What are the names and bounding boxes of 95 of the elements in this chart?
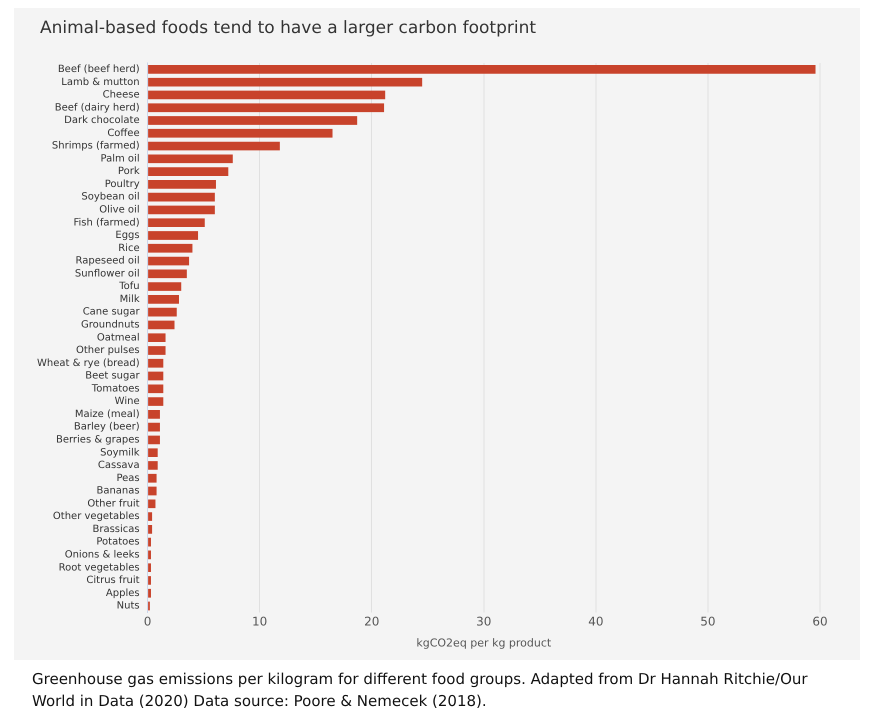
y-tick-label: Wine — [114, 396, 140, 408]
y-tick-label: Other pulses — [76, 345, 140, 356]
bar — [148, 282, 182, 291]
y-tick-label: Pork — [118, 166, 140, 178]
bar — [148, 256, 190, 266]
bar — [148, 192, 215, 202]
bar — [148, 180, 216, 189]
x-tick-label: 40 — [588, 614, 604, 629]
y-tick-label: Apples — [106, 588, 140, 599]
x-axis-title: kgCO2eq per kg product — [416, 636, 552, 650]
y-tick-label: Groundnuts — [81, 320, 140, 331]
y-tick-label: Beet sugar — [85, 370, 140, 382]
y-tick-label: Eggs — [115, 230, 140, 242]
bar — [148, 410, 160, 419]
bar — [148, 78, 422, 87]
y-tick-label: Soybean oil — [81, 192, 140, 203]
bar — [148, 346, 166, 355]
y-tick-label: Sunflower oil — [74, 268, 140, 280]
y-tick-label: Lamb & mutton — [61, 76, 140, 88]
y-tick-label: Onions & leeks — [64, 550, 140, 560]
bar — [148, 436, 160, 444]
bar — [148, 333, 166, 342]
bar — [148, 295, 179, 304]
y-tick-label: Soymilk — [100, 447, 140, 458]
y-tick-label: Maize (meal) — [74, 408, 140, 420]
bar — [148, 167, 228, 176]
y-tick-label: Citrus fruit — [86, 575, 140, 586]
bar — [148, 90, 386, 100]
bar — [148, 397, 164, 406]
bar — [148, 206, 215, 214]
text: Greenhouse gas emissions per kilogram for different food groups. Adapted from Dr Hannah Ritchie/Our World in Data (2020) Data source: Poore & Nemecek (2018). — [32, 669, 809, 712]
y-tick-label: Berries & grapes — [56, 434, 140, 446]
bar — [148, 576, 151, 585]
y-tick-label: Other vegetables — [52, 511, 140, 522]
bar — [148, 244, 192, 253]
x-tick-label: 30 — [476, 614, 492, 629]
bar — [148, 358, 164, 368]
y-tick-label: Wheat & rye (bread) — [36, 358, 140, 369]
y-tick-label: Cheese — [102, 90, 140, 101]
bar — [148, 384, 164, 394]
y-tick-label: Brassicas — [92, 524, 140, 535]
bar — [148, 474, 157, 483]
bar — [148, 538, 151, 546]
bar — [148, 461, 158, 470]
x-tick-label: 50 — [700, 614, 716, 629]
y-tick-label: Dark chocolate — [64, 115, 140, 126]
bar — [148, 218, 205, 228]
bar — [148, 142, 280, 150]
y-tick-label: Nuts — [116, 600, 140, 612]
bar — [148, 154, 233, 164]
bar — [148, 563, 151, 572]
bar — [148, 128, 333, 138]
bar — [148, 588, 151, 598]
y-tick-label: Poultry — [104, 178, 140, 190]
bar — [148, 550, 151, 560]
y-tick-label: Beef (dairy herd) — [54, 102, 140, 114]
y-tick-label: Fish (farmed) — [73, 217, 140, 228]
bar — [148, 65, 816, 74]
y-tick-label: Milk — [120, 294, 140, 305]
y-tick-label: Barley (beer) — [74, 422, 140, 433]
y-tick-label: Oatmeal — [96, 332, 140, 344]
bar — [148, 448, 158, 458]
y-tick-label: Tofu — [118, 281, 140, 292]
y-tick-label: Rapeseed oil — [76, 256, 140, 267]
y-tick-label: Root vegetables — [58, 562, 140, 574]
y-tick-label: Cassava — [98, 460, 140, 472]
x-tick-label: 20 — [364, 614, 380, 629]
y-tick-label: Tomatoes — [90, 383, 140, 394]
x-tick-label: 10 — [252, 614, 268, 629]
bar — [148, 320, 175, 330]
y-tick-label: Rice — [118, 242, 140, 254]
bar — [148, 103, 384, 112]
chart-title: Animal-based foods tend to have a larger carbon footprint — [40, 18, 536, 38]
y-tick-label: Palm oil — [100, 153, 140, 164]
bar — [148, 231, 198, 240]
bar — [148, 499, 156, 508]
y-tick-label: Coffee — [107, 128, 140, 139]
y-tick-label: Cane sugar — [82, 306, 140, 318]
y-tick-label: Beef (beef herd) — [58, 64, 140, 75]
y-tick-label: Olive oil — [99, 204, 140, 216]
y-tick-label: Peas — [116, 472, 140, 484]
y-tick-label: Other fruit — [87, 498, 140, 510]
bar — [148, 116, 358, 125]
bar — [148, 525, 152, 534]
bar — [148, 486, 157, 496]
y-tick-label: Bananas — [96, 486, 140, 497]
y-tick-label: Shrimps (farmed) — [52, 140, 140, 152]
bar — [148, 512, 152, 521]
x-tick-label: 60 — [812, 614, 828, 629]
bar — [148, 308, 177, 316]
bar — [148, 422, 160, 432]
bar — [148, 372, 164, 380]
bar — [148, 269, 187, 278]
x-tick-label: 0 — [144, 614, 152, 629]
y-tick-label: Potatoes — [96, 536, 140, 548]
